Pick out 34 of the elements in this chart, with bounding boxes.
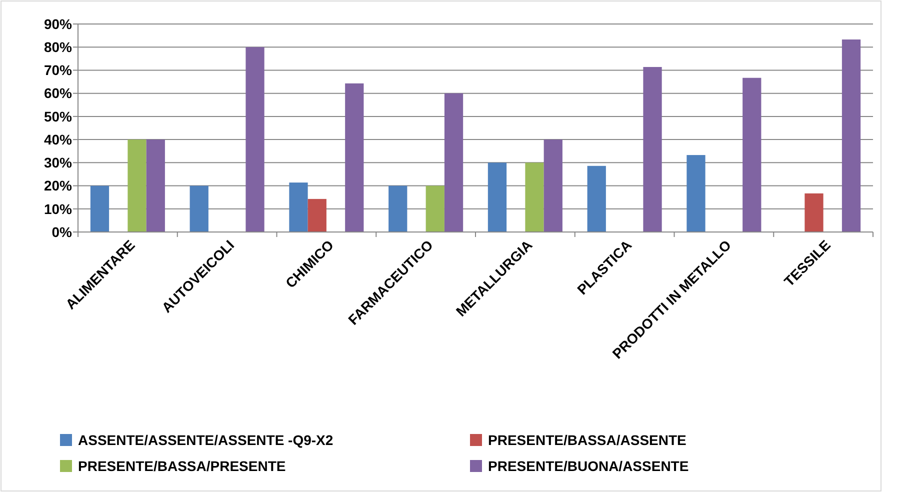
y-tick-label: 90% [44,16,73,32]
y-tick-label: 40% [44,131,73,148]
bar [525,162,544,232]
bar [842,39,861,232]
bar [742,78,762,232]
legend-label: PRESENTE/BASSA/PRESENTE [78,458,286,474]
bar [388,186,408,232]
y-tick-label: 10% [44,200,73,217]
legend-label: PRESENTE/BUONA/ASSENTE [488,458,689,474]
y-tick-label: 80% [44,39,73,56]
bar [686,155,706,232]
y-tick-label: 30% [44,154,73,171]
bar [587,166,606,232]
legend-label: ASSENTE/ASSENTE/ASSENTE -Q9-X2 [78,432,334,448]
bar [426,186,444,232]
bar [289,182,308,232]
bar [444,93,464,232]
legend-label: PRESENTE/BASSA/ASSENTE [488,432,686,448]
y-tick-label: 50% [44,108,73,124]
bar [345,83,364,232]
bar [90,186,110,232]
bar [804,193,824,232]
y-tick-label: 70% [44,62,73,78]
bar [488,162,507,232]
bar [190,186,208,232]
y-tick-label: 0% [52,224,73,240]
bar [146,140,165,232]
y-tick-label: 60% [44,85,73,102]
bar [643,66,662,232]
bar [128,140,146,232]
bar [308,198,326,232]
y-tick-label: 20% [44,178,73,194]
bar [544,140,562,232]
bar [246,47,264,232]
